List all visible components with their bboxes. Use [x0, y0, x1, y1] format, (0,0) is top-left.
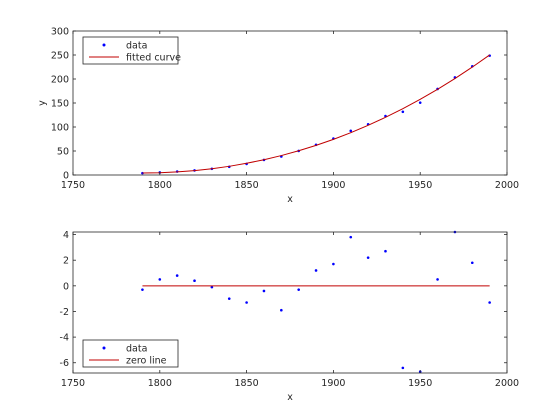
bottom-data-point — [401, 366, 405, 370]
top-x-tick-label: 1900 — [321, 180, 345, 191]
bottom-legend-box — [82, 339, 179, 368]
top-y-tick-label: 100 — [51, 123, 69, 134]
top-y-tick-label: 50 — [57, 147, 69, 158]
bottom-legend-label: zero line — [126, 356, 167, 367]
bottom-data-point — [245, 301, 248, 304]
top-x-tick-label: 1800 — [148, 180, 172, 191]
top-x-tick-label: 2000 — [495, 180, 519, 191]
top-y-tick-label: 300 — [51, 27, 69, 38]
bottom-data-point — [262, 289, 266, 293]
bottom-y-tick-label: 2 — [63, 256, 69, 267]
top-fitted-curve-line — [142, 54, 490, 174]
bottom-data-point — [193, 279, 196, 283]
bottom-y-tick-label: -2 — [60, 307, 69, 318]
top-y-tick-label: 250 — [51, 51, 69, 62]
bottom-x-tick-label: 1750 — [61, 378, 85, 389]
bottom-x-tick-label: 1950 — [408, 378, 432, 389]
top-data-point — [401, 110, 405, 114]
bottom-x-tick-label: 1900 — [321, 378, 345, 389]
top-y-tick-label: 200 — [51, 75, 69, 86]
bottom-y-tick-label: 4 — [63, 230, 69, 241]
bottom-data-point — [349, 235, 353, 239]
bottom-x-tick-label: 2000 — [495, 378, 519, 389]
bottom-data-point — [141, 288, 144, 291]
top-legend-point-swatch — [102, 43, 106, 47]
bottom-data-point — [470, 261, 474, 265]
bottom-data-point — [210, 285, 214, 289]
top-data-point — [418, 101, 422, 104]
top-data-point — [349, 129, 353, 133]
bottom-data-point — [366, 256, 370, 259]
bottom-y-tick-label: -4 — [60, 333, 69, 344]
top-legend-label: fitted curve — [126, 53, 181, 64]
top-legend-box — [82, 36, 179, 65]
top-x-tick-label: 1950 — [408, 180, 432, 191]
bottom-data-point — [314, 269, 318, 272]
bottom-data-point — [332, 262, 335, 266]
top-x-axis-label: x — [287, 194, 293, 205]
bottom-x-tick-label: 1850 — [235, 378, 259, 389]
top-plot: 1750 1800 1850 1900 1950 2000 0 50 100 150 200 250 3… — [37, 27, 519, 206]
top-y-tick-label: 0 — [63, 171, 69, 182]
bottom-axes-box — [72, 231, 508, 374]
bottom-data-point — [297, 288, 300, 291]
top-y-axis-label: y — [37, 100, 48, 106]
top-y-tick-label: 150 — [51, 99, 69, 110]
top-legend-label: data — [126, 41, 147, 52]
bottom-data-point — [488, 301, 491, 304]
bottom-x-axis-label: x — [287, 392, 293, 403]
bottom-data-point — [227, 297, 231, 300]
bottom-legend-label: data — [126, 344, 147, 355]
bottom-data-point — [384, 249, 387, 253]
bottom-plot: 1750 1800 1850 1900 1950 2000 -6 -4 -2 0 2 4 x dataze… — [60, 230, 520, 403]
bottom-legend-point-swatch — [102, 346, 106, 350]
top-x-tick-label: 1850 — [235, 180, 259, 191]
bottom-y-tick-label: -6 — [60, 358, 69, 369]
bottom-data-point — [175, 274, 179, 277]
top-x-tick-label: 1750 — [61, 180, 85, 191]
bottom-data-point — [436, 278, 439, 281]
bottom-x-tick-label: 1800 — [148, 378, 172, 389]
bottom-data-point — [280, 308, 283, 312]
bottom-y-tick-label: 0 — [63, 281, 69, 292]
bottom-data-point — [158, 278, 162, 281]
